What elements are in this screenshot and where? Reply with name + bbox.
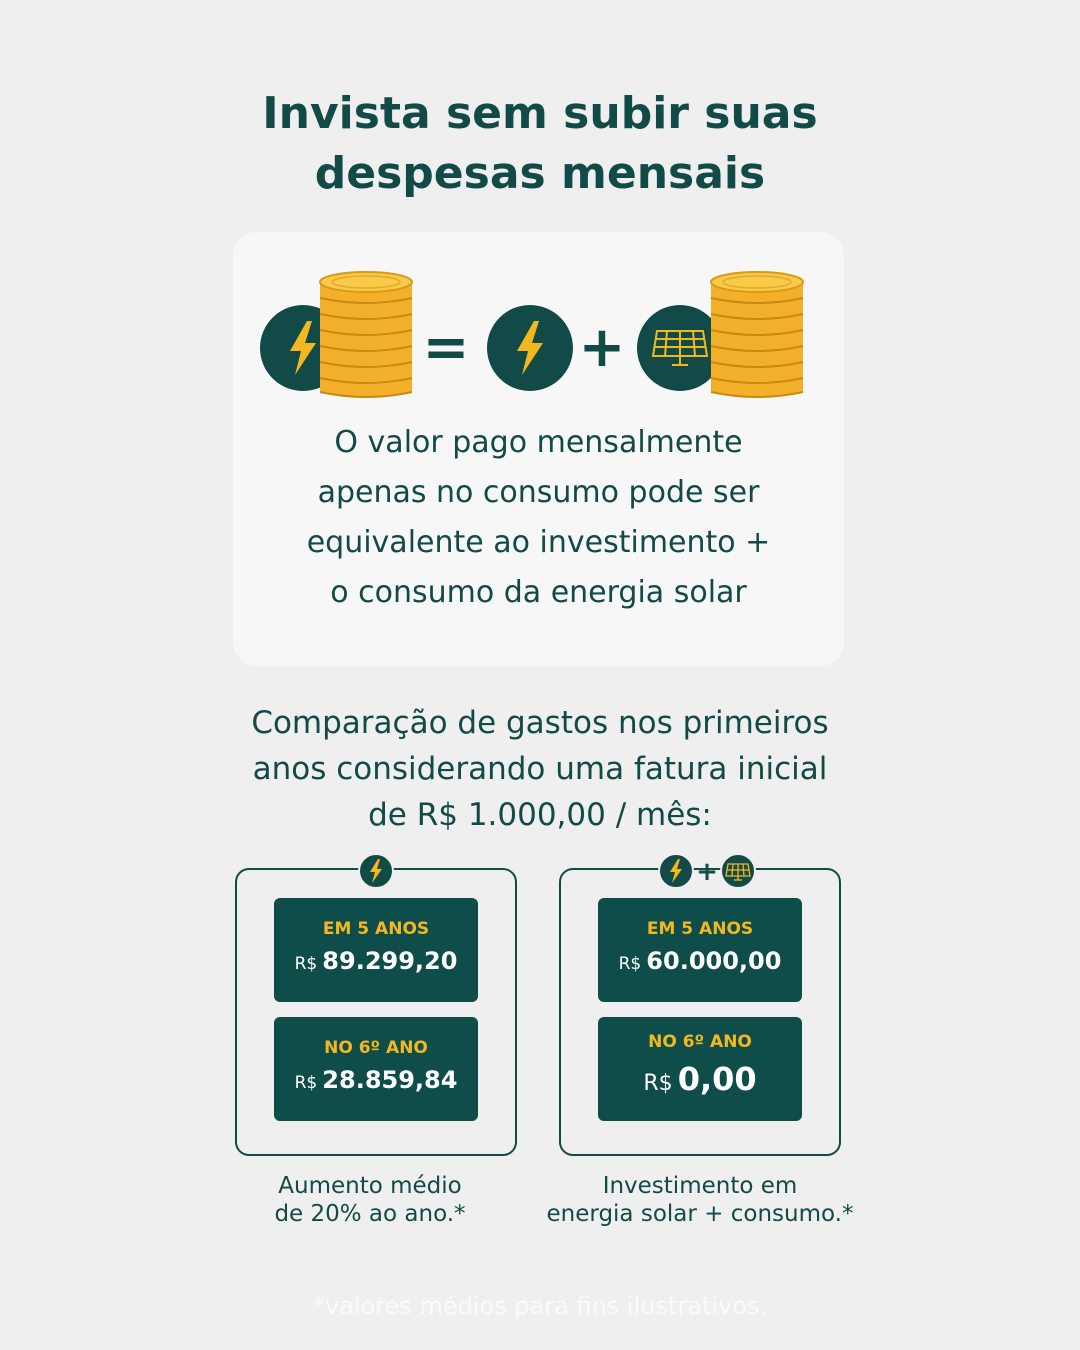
description-line: O valor pago mensalmente <box>334 425 743 460</box>
stat-sixth-year: NO 6º ANO R$ 0,00 <box>598 1017 802 1121</box>
amount: 28.859,84 <box>322 1066 458 1094</box>
amount: 60.000,00 <box>646 947 782 975</box>
stat-value: R$ 89.299,20 <box>274 946 478 979</box>
currency-symbol: R$ <box>618 954 642 974</box>
equals-sign: = <box>423 315 470 380</box>
lightning-icon <box>487 305 573 391</box>
equation-description: O valor pago mensalmente apenas no consu… <box>233 418 844 618</box>
equation-illustration: = + <box>260 271 804 398</box>
lightning-plus-solar-icon: + <box>658 853 756 889</box>
title-line-2: despesas mensais <box>314 148 766 199</box>
comparison-line: de R$ 1.000,00 / mês: <box>368 797 712 833</box>
stat-label: EM 5 ANOS <box>646 919 754 939</box>
amount: 89.299,20 <box>322 947 458 975</box>
stat-five-years: EM 5 ANOS R$ 89.299,20 <box>274 898 478 1002</box>
stat-value: R$ 60.000,00 <box>598 946 802 979</box>
currency-symbol: R$ <box>294 954 318 974</box>
comparison-heading: Comparação de gastos nos primeiros anos … <box>0 700 1080 838</box>
badge-plus: + <box>696 857 718 887</box>
caption-solar: Investimento em energia solar + consumo.… <box>500 1172 900 1228</box>
comparison-line: Comparação de gastos nos primeiros <box>251 705 829 741</box>
stat-five-years: EM 5 ANOS R$ 60.000,00 <box>598 898 802 1002</box>
lightning-icon <box>358 853 394 889</box>
stat-value: R$ 28.859,84 <box>274 1065 478 1098</box>
title-line-1: Invista sem subir suas <box>262 88 818 139</box>
solar-panel-icon <box>637 305 723 391</box>
currency-symbol: R$ <box>294 1073 318 1093</box>
stat-label: NO 6º ANO <box>324 1038 428 1058</box>
description-line: equivalente ao investimento + <box>306 525 771 560</box>
stat-sixth-year: NO 6º ANO R$ 28.859,84 <box>274 1017 478 1121</box>
stat-label: NO 6º ANO <box>648 1032 752 1052</box>
caption-line: energia solar + consumo.* <box>546 1201 854 1227</box>
currency-symbol: R$ <box>643 1071 673 1096</box>
stat-value: R$ 0,00 <box>598 1061 802 1103</box>
coin-stack-icon <box>710 271 804 398</box>
description-line: apenas no consumo pode ser <box>317 475 760 510</box>
stat-label: EM 5 ANOS <box>322 919 430 939</box>
description-line: o consumo da energia solar <box>330 575 747 610</box>
coin-stack-icon <box>319 271 413 398</box>
caption-conventional: Aumento médio de 20% ao ano.* <box>200 1172 540 1228</box>
panel-solar: + EM 5 ANOS R$ 60.000,00 NO 6º ANO R$ 0,… <box>559 853 841 1156</box>
plus-sign: + <box>579 315 626 380</box>
comparison-line: anos considerando uma fatura inicial <box>252 751 828 787</box>
page-title: Invista sem subir suas despesas mensais <box>0 84 1080 204</box>
amount: 0,00 <box>677 1060 757 1098</box>
equation-card: = + O valor pago mensal <box>233 232 844 666</box>
caption-line: Investimento em <box>602 1173 798 1199</box>
caption-line: de 20% ao ano.* <box>274 1201 466 1227</box>
footnote: *valores médios para fins ilustrativos. <box>312 1292 768 1320</box>
caption-line: Aumento médio <box>278 1173 462 1199</box>
panel-conventional: EM 5 ANOS R$ 89.299,20 NO 6º ANO R$ 28.8… <box>235 853 517 1156</box>
